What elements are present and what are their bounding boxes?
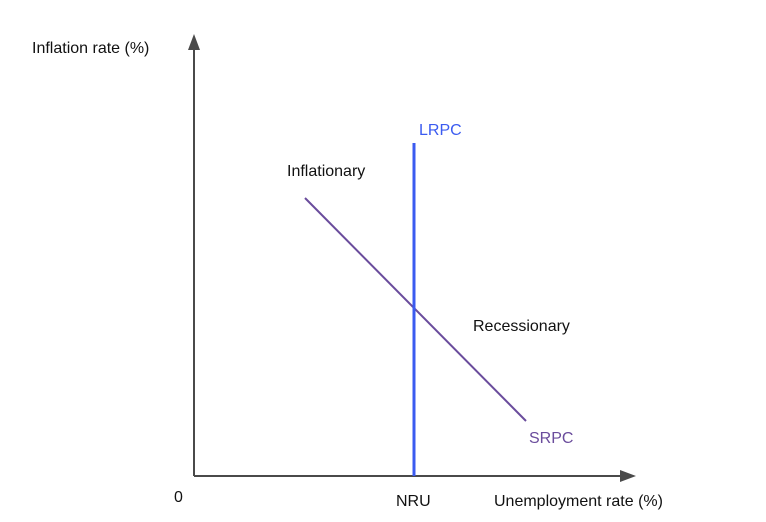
origin-label: 0 xyxy=(174,489,183,506)
x-axis-label: Unemployment rate (%) xyxy=(494,493,663,510)
y-axis-arrowhead xyxy=(188,34,200,50)
recessionary-region-label: Recessionary xyxy=(473,318,570,335)
x-axis-arrowhead xyxy=(620,470,636,482)
y-axis-label: Inflation rate (%) xyxy=(32,40,149,57)
lrpc-label: LRPC xyxy=(419,122,462,139)
srpc-label: SRPC xyxy=(529,430,573,447)
inflationary-region-label: Inflationary xyxy=(287,163,365,180)
nru-tick-label: NRU xyxy=(396,493,431,510)
